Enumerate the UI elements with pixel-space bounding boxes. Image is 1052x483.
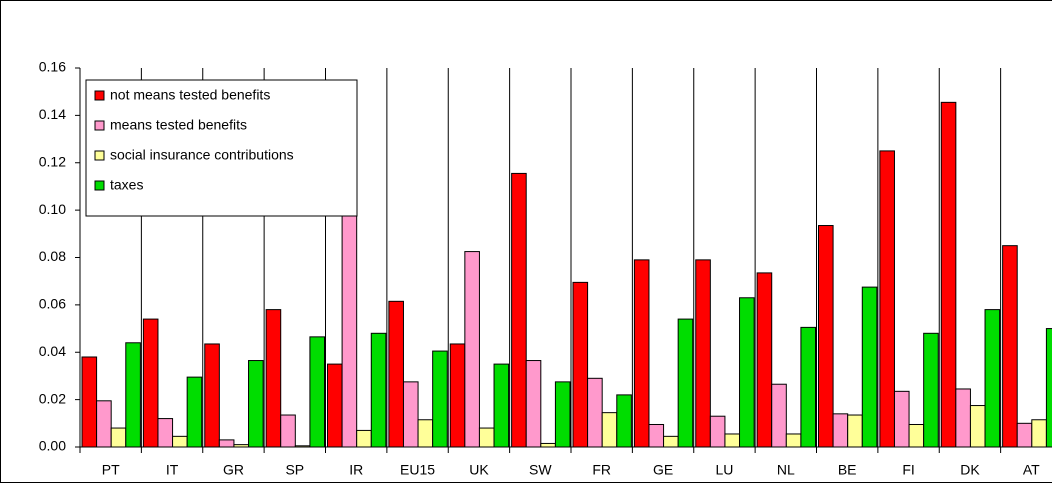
x-tick-label: IR <box>349 462 363 478</box>
bar <box>663 435 679 448</box>
bar <box>908 423 925 448</box>
bar <box>464 251 480 448</box>
legend-label: not means tested benefits <box>110 87 270 103</box>
bar <box>402 381 419 448</box>
bar <box>280 414 296 448</box>
bar <box>832 413 849 448</box>
bar <box>739 297 755 448</box>
bar <box>356 429 372 448</box>
bar <box>633 259 650 448</box>
bar <box>96 400 112 448</box>
x-tick-label: UK <box>469 462 489 478</box>
bar <box>309 336 325 448</box>
bar <box>248 360 264 448</box>
bar <box>525 360 542 448</box>
bar <box>893 390 910 448</box>
x-tick-label: LU <box>715 462 733 478</box>
bar <box>554 381 571 448</box>
bar <box>648 423 665 448</box>
legend-swatch <box>94 150 105 161</box>
bar <box>110 427 127 448</box>
bar <box>449 343 466 448</box>
bar <box>587 377 603 448</box>
bar <box>218 439 235 448</box>
x-tick-label: NL <box>777 462 795 478</box>
bar <box>601 412 618 448</box>
bar <box>861 286 878 448</box>
bar <box>771 383 787 448</box>
bar <box>572 281 589 448</box>
bar <box>265 309 282 448</box>
x-tick-label: IT <box>166 462 179 478</box>
bar <box>800 326 816 448</box>
bar <box>327 363 343 448</box>
bar <box>493 363 510 448</box>
bar <box>432 350 448 448</box>
bar <box>417 419 434 448</box>
bar <box>940 101 957 448</box>
bar <box>955 388 971 448</box>
bar <box>125 342 141 448</box>
x-tick-label: GE <box>653 462 673 478</box>
legend-label: social insurance contributions <box>110 147 294 163</box>
bar <box>785 433 802 448</box>
x-tick-label: FI <box>902 462 914 478</box>
bar <box>969 405 986 448</box>
bar <box>984 309 1001 448</box>
y-tick-label: 0.14 <box>39 106 66 122</box>
x-tick-label: EU15 <box>400 462 435 478</box>
legend-swatch <box>94 120 105 131</box>
bar <box>677 318 694 448</box>
bar <box>879 150 895 448</box>
y-tick-label: 0.08 <box>39 248 66 264</box>
legend-label: taxes <box>110 177 143 193</box>
bar <box>847 414 863 448</box>
bar <box>341 210 358 448</box>
bar <box>157 418 174 448</box>
bar <box>540 442 556 448</box>
bar <box>478 427 495 448</box>
x-tick-label: GR <box>223 462 244 478</box>
bar <box>695 259 711 448</box>
legend-label: means tested benefits <box>110 117 247 133</box>
y-tick-label: 0.00 <box>39 438 66 454</box>
legend-box <box>85 79 358 217</box>
bar <box>923 332 939 448</box>
y-tick-label: 0.02 <box>39 390 66 406</box>
x-tick-label: FR <box>592 462 611 478</box>
bar <box>709 415 726 448</box>
bar <box>818 225 834 448</box>
bar <box>1045 328 1052 448</box>
x-tick-label: BE <box>838 462 857 478</box>
bar <box>756 272 773 448</box>
legend-swatch <box>94 180 105 191</box>
bar <box>81 356 98 448</box>
x-tick-label: SW <box>529 462 552 478</box>
x-tick-label: PT <box>102 462 120 478</box>
y-tick-label: 0.16 <box>39 59 66 75</box>
bar <box>724 433 741 448</box>
bar <box>616 394 632 448</box>
bar <box>204 343 220 448</box>
y-tick-label: 0.10 <box>39 201 66 217</box>
x-tick-label: DK <box>960 462 980 478</box>
x-tick-label: AT <box>1023 462 1040 478</box>
bar <box>1031 419 1047 448</box>
bar <box>142 318 159 448</box>
bar <box>186 376 203 448</box>
y-tick-label: 0.12 <box>39 153 66 169</box>
bar <box>511 172 527 448</box>
bar <box>388 300 404 448</box>
y-tick-label: 0.04 <box>39 343 66 359</box>
y-tick-label: 0.06 <box>39 296 66 312</box>
bar <box>1002 245 1018 448</box>
bar <box>370 332 387 448</box>
x-tick-label: SP <box>285 462 304 478</box>
bar <box>172 435 188 448</box>
bar <box>1016 422 1033 448</box>
legend-swatch <box>94 90 105 101</box>
